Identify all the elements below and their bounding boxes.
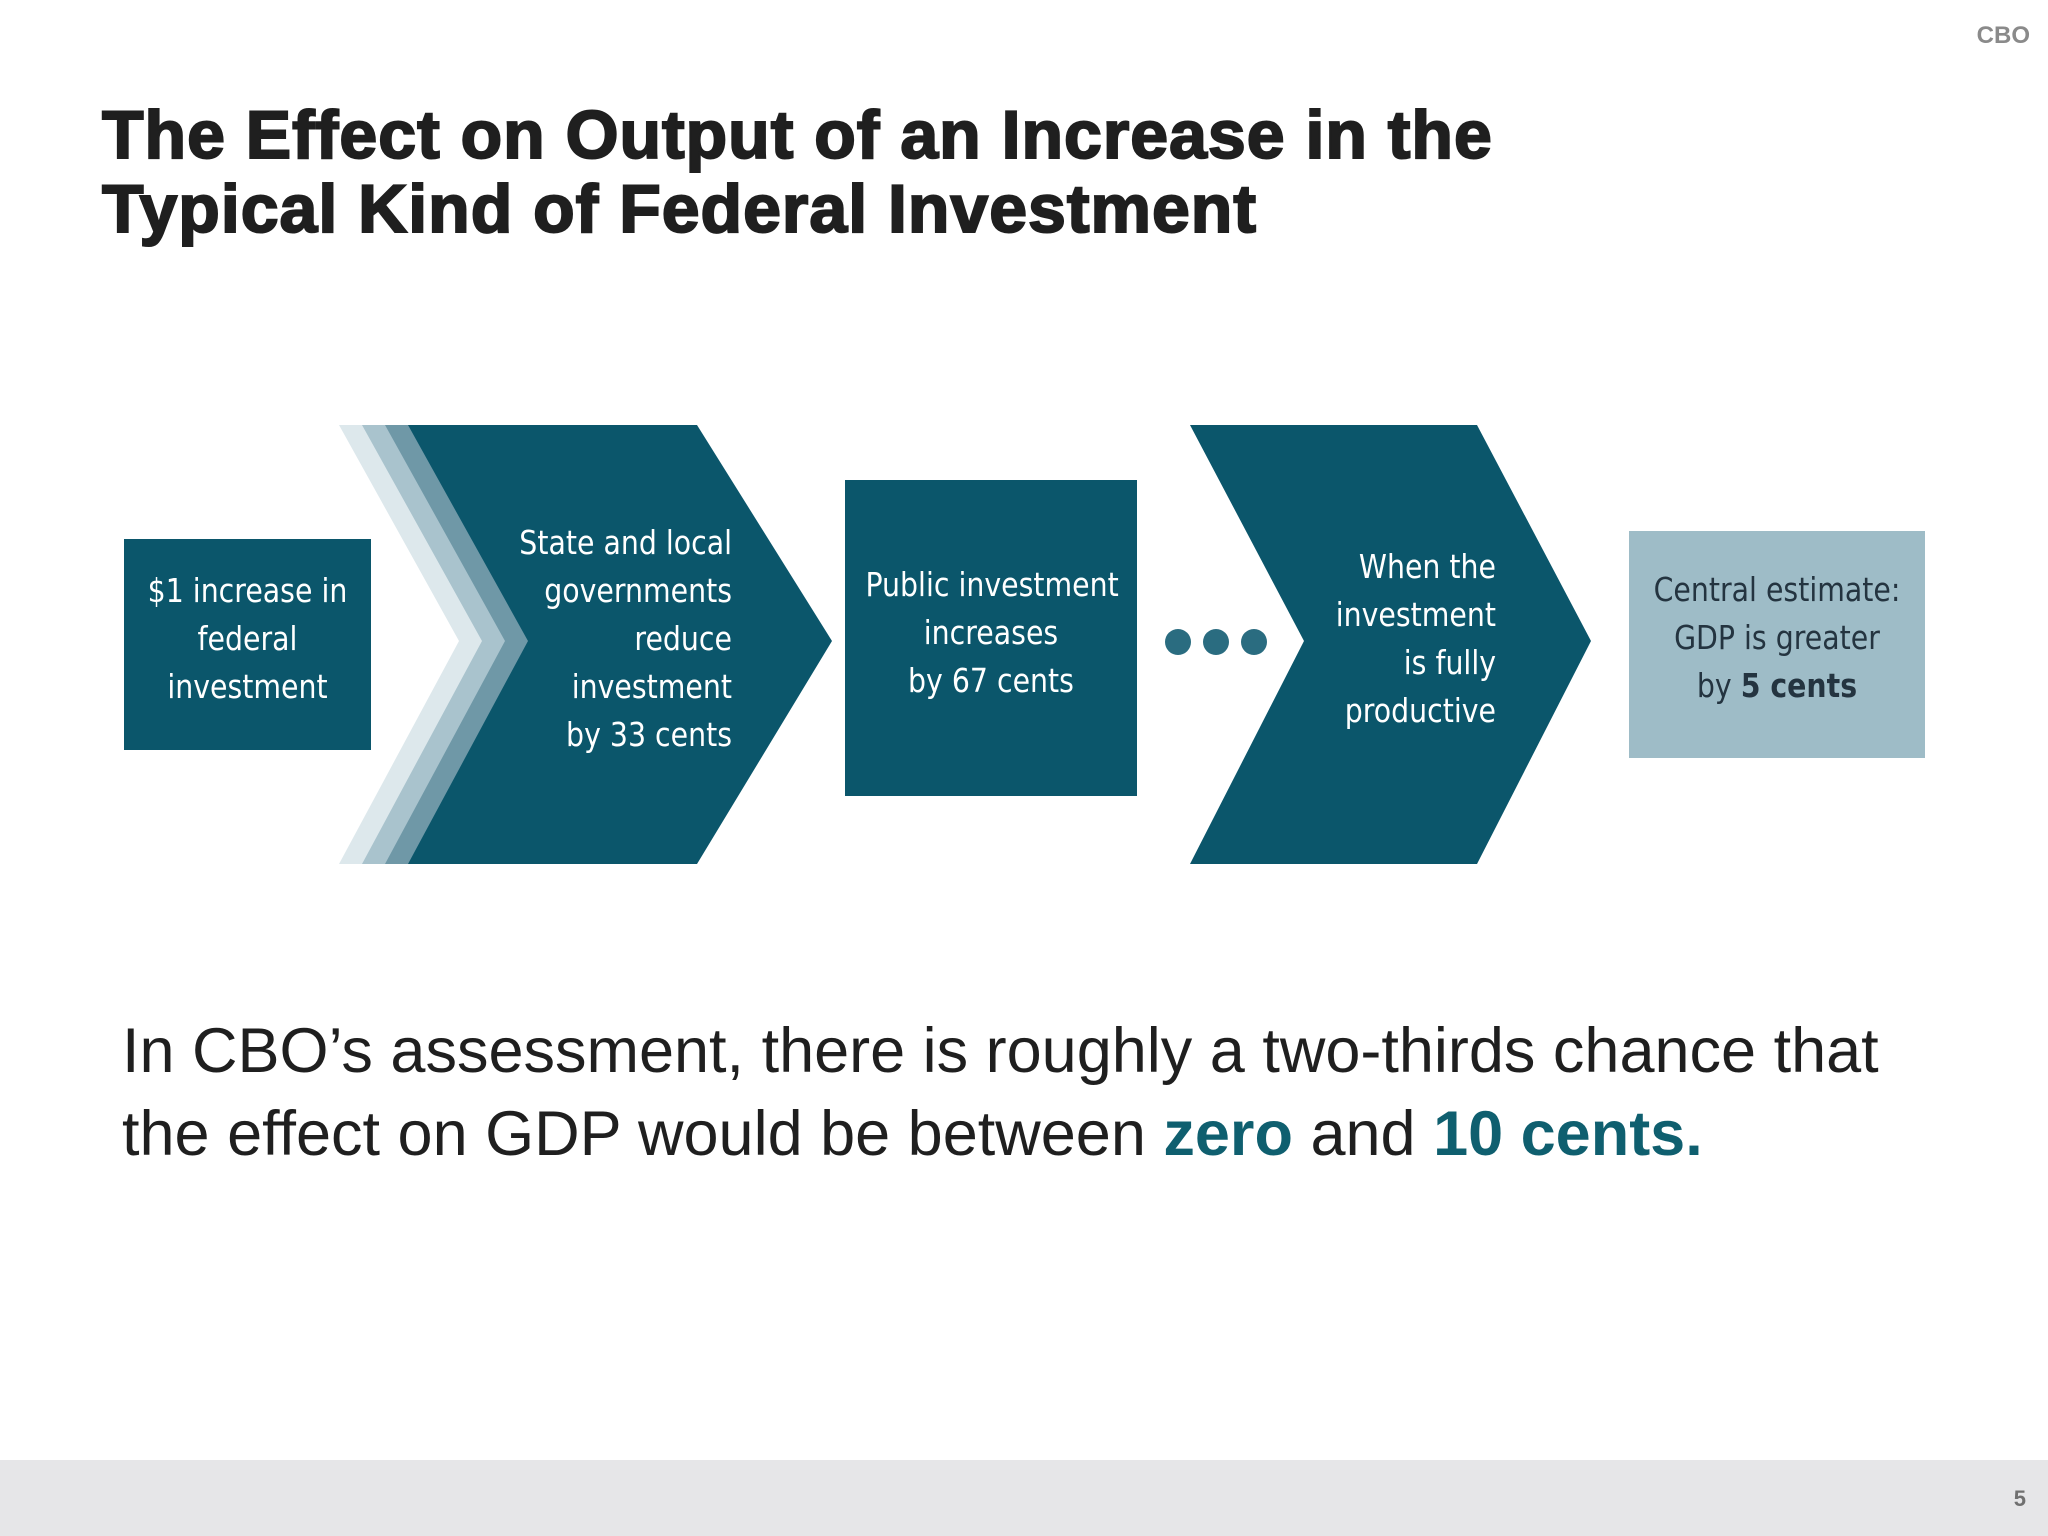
step2-line: governments [544,571,732,610]
slide-title-line-1: The Effect on Output of an Increase in t… [101,97,1493,173]
slide-title-line-2: Typical Kind of Federal Investment [101,171,1257,247]
flow-shapes [124,425,1925,864]
step3-line: by 67 cents [908,661,1074,700]
statement-highlight-10-cents: 10 cents. [1433,1099,1703,1169]
step2-line: investment [571,667,732,706]
step1-line: federal [197,619,298,658]
step2-chevron [408,425,832,864]
step3-box [845,480,1137,796]
step4-line: When the [1358,547,1496,586]
footer-bar: 5 [0,1460,2048,1536]
ellipsis-dot-1 [1165,629,1191,655]
step5-box [1629,531,1925,758]
step1-line: $1 increase in [147,571,348,610]
step5-estimate-value: 5 cents [1740,666,1858,705]
step4-line: investment [1335,595,1496,634]
ellipsis-dot-2 [1203,629,1229,655]
step3-line: increases [923,613,1059,652]
step5-line-1: Central estimate: [1653,570,1901,609]
step3-line: Public investment [865,565,1119,604]
step4-line: is fully [1403,643,1496,682]
step2-line: State and local [519,523,732,562]
step5-line-3: by 5 cents [1650,662,1905,710]
slide-title: The Effect on Output of an Increase in t… [101,97,1802,247]
page-number: 5 [2013,1486,2026,1511]
cbo-brand-label: CBO [1976,22,2030,49]
investment-flow-diagram: $1 increase in federal investment State … [124,425,1925,864]
step2-line: reduce [634,619,732,658]
statement-text-1: In CBO’s assessment, there is roughly a … [122,1016,1879,1169]
statement-highlight-zero: zero [1163,1099,1293,1169]
step4-line: productive [1344,691,1496,730]
step3-text: Public investment increases by 67 cents [865,561,1119,705]
step5-line-2: GDP is greater [1674,618,1880,657]
step4-text: When the investment is fully productive [1284,543,1496,735]
step1-box [124,539,371,750]
assessment-statement: In CBO’s assessment, there is roughly a … [122,1010,1972,1176]
ellipsis-dot-3 [1241,629,1267,655]
step4-chevron [1190,425,1591,864]
step5-line-3-prefix: by [1696,666,1741,705]
step2-text: State and local governments reduce inves… [464,519,732,759]
step5-text: Central estimate: GDP is greater by 5 ce… [1650,566,1905,710]
step1-line: investment [167,667,328,706]
step2-line: by 33 cents [566,715,732,754]
statement-text-2: and [1292,1099,1434,1169]
step1-text: $1 increase in federal investment [141,567,353,711]
